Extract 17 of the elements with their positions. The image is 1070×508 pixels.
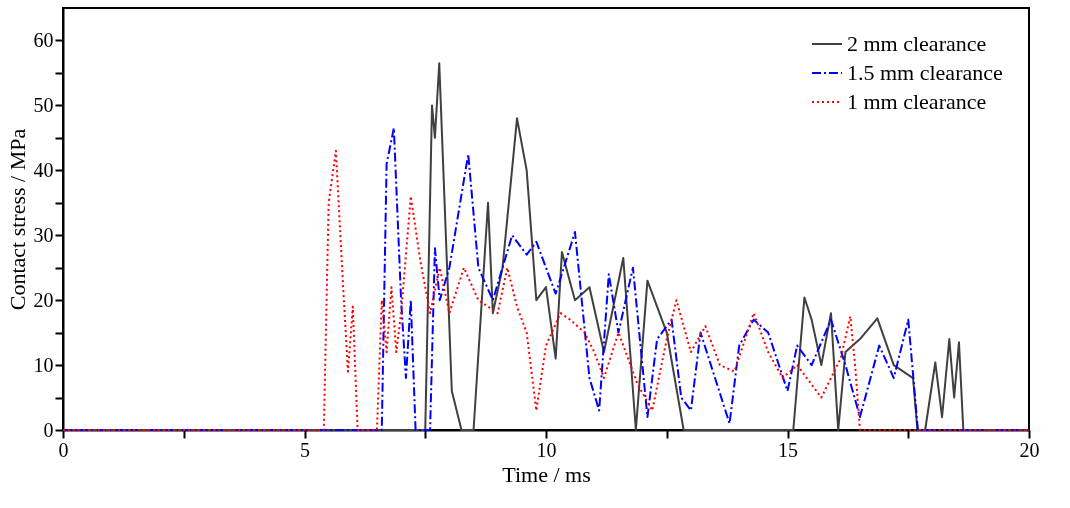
y-tick-label: 30	[33, 223, 54, 246]
legend-label: 1 mm clearance	[847, 89, 987, 114]
y-tick-label: 10	[33, 353, 54, 376]
y-tick-label: 60	[33, 28, 54, 51]
y-tick-label: 0	[43, 418, 54, 441]
y-tick-label: 50	[33, 93, 54, 116]
legend-label: 1.5 mm clearance	[847, 60, 1003, 85]
x-tick-label: 10	[536, 438, 557, 461]
x-tick-label: 20	[1019, 438, 1040, 461]
x-tick-label: 15	[778, 438, 798, 461]
x-axis-title: Time / ms	[502, 461, 591, 487]
x-tick-label: 0	[58, 438, 69, 461]
y-tick-label: 40	[33, 158, 54, 181]
legend-label: 2 mm clearance	[847, 31, 987, 56]
y-axis-title: Contact stress / MPa	[4, 128, 30, 311]
y-tick-label: 20	[33, 288, 54, 311]
x-tick-label: 5	[300, 438, 310, 461]
